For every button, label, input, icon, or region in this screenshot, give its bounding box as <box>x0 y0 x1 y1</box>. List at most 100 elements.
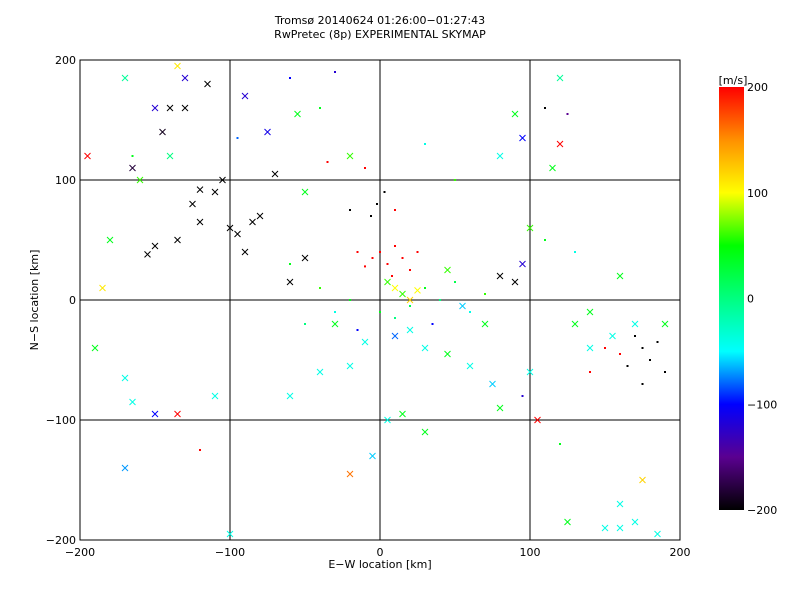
data-point-cross <box>174 236 181 244</box>
colorbar-label: [m/s] <box>719 74 748 87</box>
data-point-cross <box>121 74 129 82</box>
data-point-dot <box>559 443 561 445</box>
data-point-dot <box>634 335 636 337</box>
data-point-cross <box>346 470 354 478</box>
data-points <box>84 62 669 538</box>
data-point-cross <box>249 218 256 226</box>
data-point-cross <box>256 212 264 220</box>
data-point-dot <box>574 251 576 253</box>
data-point-dot <box>431 323 434 325</box>
y-tick-label: 100 <box>55 174 76 187</box>
data-point-cross <box>84 152 91 160</box>
data-point-dot <box>356 251 359 253</box>
data-point-cross <box>421 344 429 352</box>
data-point-cross <box>174 62 181 70</box>
data-point-cross <box>241 92 249 100</box>
data-point-cross <box>399 290 406 298</box>
data-point-cross <box>519 260 526 268</box>
data-point-dot <box>383 191 386 193</box>
data-point-dot <box>199 449 201 451</box>
data-point-dot <box>386 263 389 265</box>
data-point-dot <box>379 251 381 253</box>
data-point-cross <box>346 152 354 160</box>
data-point-dot <box>424 287 426 289</box>
data-point-dot <box>289 77 291 79</box>
data-point-cross <box>466 362 474 370</box>
data-point-cross <box>414 287 421 294</box>
data-point-dot <box>416 251 419 253</box>
y-tick-label: 0 <box>69 294 76 307</box>
data-point-cross <box>99 284 106 292</box>
data-point-dot <box>371 257 374 259</box>
data-point-cross <box>631 518 639 526</box>
data-point-cross <box>219 176 226 184</box>
data-point-dot <box>544 239 546 241</box>
data-point-dot <box>319 287 321 289</box>
data-point-cross <box>316 368 324 376</box>
data-point-dot <box>409 269 411 271</box>
data-point-dot <box>356 329 359 331</box>
data-point-cross <box>159 128 166 136</box>
data-point-cross <box>106 236 114 244</box>
data-point-cross <box>211 188 219 196</box>
data-point-dot <box>349 299 351 301</box>
data-point-dot <box>394 317 396 319</box>
y-tick-label: −200 <box>46 534 76 547</box>
data-point-cross <box>549 164 556 172</box>
data-point-cross <box>181 74 189 82</box>
data-point-cross <box>444 350 451 358</box>
data-point-cross <box>151 104 159 112</box>
data-point-cross <box>301 254 309 262</box>
data-point-cross <box>234 230 241 238</box>
data-point-dot <box>394 209 396 211</box>
data-point-cross <box>601 524 609 532</box>
data-point-cross <box>496 272 504 280</box>
x-tick-label: 0 <box>377 546 384 559</box>
x-tick-label: 200 <box>670 546 691 559</box>
data-point-dot <box>424 143 426 145</box>
data-point-dot <box>409 305 411 307</box>
data-point-cross <box>586 308 594 316</box>
y-tick-label: −100 <box>46 414 76 427</box>
data-point-cross <box>136 176 144 184</box>
data-point-cross <box>204 80 211 88</box>
data-point-cross <box>151 242 159 250</box>
data-point-cross <box>489 380 496 388</box>
data-point-cross <box>129 164 136 172</box>
data-point-dot <box>370 215 372 217</box>
data-point-cross <box>496 152 504 160</box>
data-point-dot <box>484 293 486 295</box>
data-point-cross <box>166 152 174 160</box>
axis-ticks: −200 −100 0 100 200 −200 −100 0 100 200 <box>46 54 691 559</box>
data-point-cross <box>196 186 204 193</box>
data-point-cross <box>144 251 151 258</box>
data-point-dot <box>391 275 393 277</box>
data-point-cross <box>391 284 399 292</box>
data-point-cross <box>526 368 534 376</box>
colorbar-gradient <box>719 87 744 510</box>
x-axis-label: E−W location [km] <box>328 558 431 571</box>
data-point-cross <box>286 392 294 400</box>
data-point-cross <box>399 410 406 418</box>
data-point-cross <box>631 320 639 328</box>
data-point-cross <box>406 296 414 304</box>
data-point-dot <box>334 71 336 73</box>
data-point-dot <box>469 311 471 313</box>
data-point-cross <box>331 320 339 328</box>
data-point-dot <box>604 347 606 349</box>
data-point-dot <box>364 265 366 268</box>
data-point-cross <box>481 320 489 328</box>
data-point-cross <box>616 524 624 532</box>
data-point-cross <box>301 188 309 196</box>
data-point-dot <box>649 359 651 361</box>
data-point-dot <box>364 167 366 169</box>
chart-subtitle: RwPretec (8p) EXPERIMENTAL SKYMAP <box>274 28 486 41</box>
colorbar-tick-label: 100 <box>747 187 768 200</box>
data-point-cross <box>264 128 271 136</box>
data-point-dot <box>326 161 329 163</box>
data-point-dot <box>626 365 629 367</box>
data-point-cross <box>526 224 534 232</box>
data-point-cross <box>361 338 369 346</box>
data-point-dot <box>334 311 336 313</box>
